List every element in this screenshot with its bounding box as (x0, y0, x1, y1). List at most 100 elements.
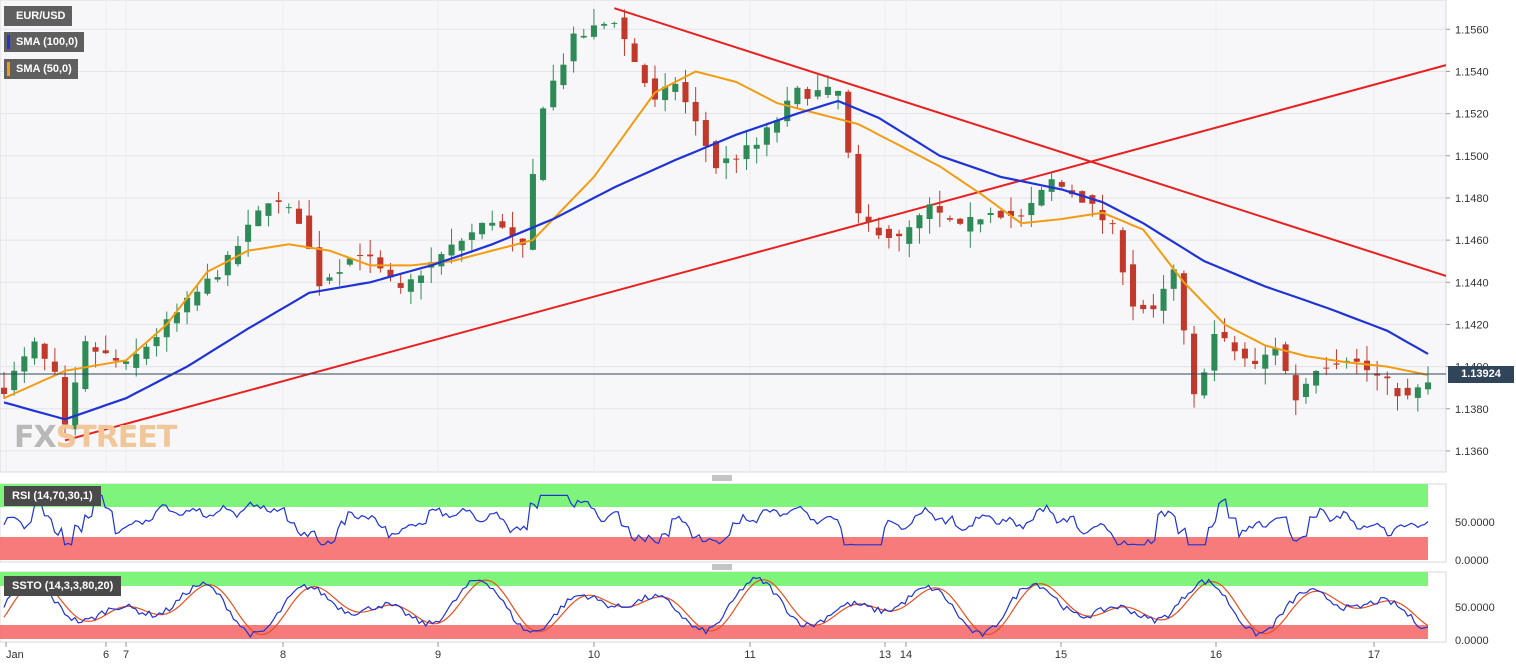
candle-body (346, 258, 353, 265)
sma100-line (3, 99, 1429, 421)
x-tick-label: 8 (280, 649, 286, 661)
candle-body (611, 22, 618, 24)
candle-body (1394, 388, 1401, 397)
sma50-line (3, 70, 1429, 400)
candle-body (855, 153, 862, 214)
candle-body (1252, 360, 1259, 365)
candle-body (621, 17, 628, 40)
candle-body (143, 346, 150, 359)
candle-body (1272, 347, 1279, 356)
candle-body (1201, 372, 1208, 396)
candle-body (51, 361, 58, 372)
legend-symbol-label: EUR/USD (16, 10, 66, 22)
candle-body (601, 23, 608, 26)
candle-body (11, 370, 18, 391)
ssto-k-line (3, 576, 1429, 639)
candle-body (987, 213, 994, 216)
candle-body (356, 255, 364, 257)
x-tick-label: 6 (103, 649, 109, 661)
candle-body (1424, 382, 1432, 390)
candle-body (438, 254, 445, 267)
candle-body (163, 319, 170, 338)
ssto-overbought-zone (0, 572, 1428, 586)
legend-sma100[interactable]: SMA (100,0) (4, 32, 84, 52)
y-tick-label: 1.1520 (1455, 109, 1489, 121)
y-tick-label: 1.1540 (1455, 66, 1489, 78)
trendline (613, 7, 1447, 277)
sma100-swatch (7, 35, 10, 49)
candle-body (682, 82, 689, 103)
candle-body (1241, 348, 1248, 359)
trendlines (64, 7, 1447, 442)
candle-body (184, 297, 191, 313)
candle-body (631, 43, 638, 63)
ssto-d-line (3, 579, 1429, 636)
x-tick-label: 13 (879, 649, 891, 661)
main-plot-bg (0, 0, 1447, 473)
candle-body (295, 208, 303, 224)
x-tick-label: 15 (1055, 649, 1067, 661)
y-tick-label: 1.1500 (1455, 151, 1489, 163)
candle-body (875, 227, 882, 236)
candle-body (723, 158, 730, 164)
candle-body (417, 275, 425, 283)
rsi-oversold-zone (0, 537, 1428, 560)
candle-body (1282, 344, 1289, 371)
candle-body (133, 353, 140, 368)
candle-body (651, 78, 659, 100)
rsi-panel-label[interactable]: RSI (14,70,30,1) (4, 486, 101, 506)
candle-body (1313, 370, 1320, 386)
candle-body (835, 90, 842, 96)
candle-body (448, 244, 455, 256)
y-tick-label: 1.1560 (1455, 24, 1489, 36)
candle-body (957, 218, 964, 224)
candle-body (784, 100, 791, 122)
candle-body (1160, 288, 1167, 311)
x-tick-label: 16 (1210, 649, 1222, 661)
candle-body (1414, 387, 1421, 398)
candle-body (1323, 367, 1330, 369)
candle-body (1302, 383, 1309, 398)
rsi-tick-label: 0.0000 (1455, 555, 1489, 567)
current-price-tag: 1.13924 (1448, 366, 1514, 383)
panel-splitter-1[interactable] (712, 475, 732, 481)
candle-body (387, 269, 394, 278)
candle-body (1119, 230, 1126, 273)
candle-body (1343, 360, 1350, 362)
candle-body (733, 158, 740, 160)
candle-body (906, 227, 913, 244)
candle-body (1353, 358, 1360, 362)
candle-body (550, 80, 557, 108)
candle-body (570, 33, 577, 62)
sma50-swatch (7, 62, 10, 76)
y-tick-label: 1.1440 (1455, 277, 1489, 289)
candle-body (712, 141, 720, 169)
candle-body (245, 224, 252, 242)
legend-sma50[interactable]: SMA (50,0) (4, 59, 78, 79)
ssto-panel-label[interactable]: SSTO (14,3,3,80,20) (4, 576, 122, 596)
candle-body (316, 247, 323, 287)
candle-body (560, 64, 567, 86)
candle-body (82, 341, 89, 390)
panel-splitter-2[interactable] (712, 564, 732, 570)
candle-body (509, 227, 516, 237)
x-tick-label: 9 (435, 649, 441, 661)
candle-body (336, 272, 343, 274)
candle-body (590, 25, 597, 37)
candle-body (458, 240, 465, 251)
legend-symbol[interactable]: EUR/USD (4, 6, 72, 26)
fxstreet-watermark: FXSTREET (14, 420, 177, 455)
candle-body (255, 210, 262, 227)
candle-body (1191, 333, 1198, 395)
candle-body (1038, 189, 1045, 206)
candle-body (702, 120, 709, 147)
candle-body (489, 222, 496, 226)
candle-body (1221, 331, 1228, 339)
candle-body (1058, 182, 1065, 187)
candle-body (285, 207, 292, 209)
candle-body (102, 350, 109, 354)
candle-body (743, 145, 750, 160)
candle-body (92, 347, 99, 352)
candle-body (21, 356, 28, 372)
candle-body (936, 206, 943, 213)
